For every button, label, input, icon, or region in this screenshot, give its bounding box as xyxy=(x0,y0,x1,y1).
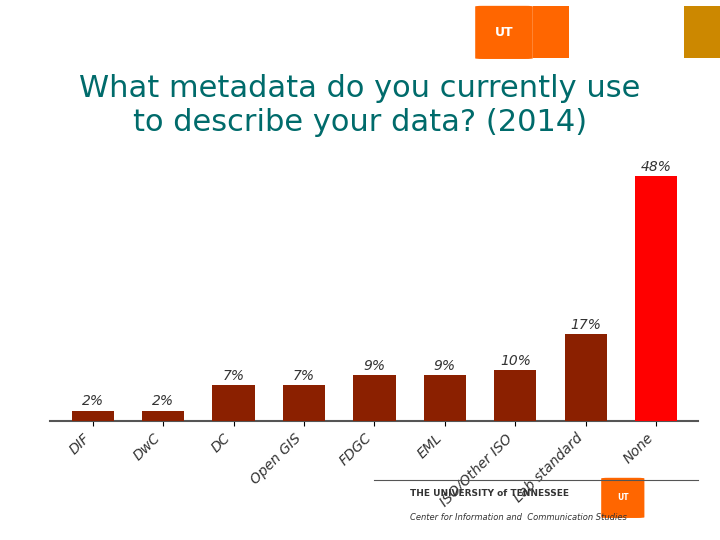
Text: 48%: 48% xyxy=(641,160,672,173)
Bar xyxy=(212,386,255,421)
Bar xyxy=(354,375,395,421)
Text: Center for Information and  Communication Studies: Center for Information and Communication… xyxy=(410,513,627,522)
Text: 10%: 10% xyxy=(500,354,531,368)
Text: 2%: 2% xyxy=(152,394,174,408)
Text: 9%: 9% xyxy=(434,359,456,373)
FancyBboxPatch shape xyxy=(533,6,569,58)
FancyBboxPatch shape xyxy=(684,6,720,58)
Text: THE UNIVERSITY of TENNESSEE: THE UNIVERSITY of TENNESSEE xyxy=(410,489,570,498)
Text: UT: UT xyxy=(617,494,629,502)
Text: 2%: 2% xyxy=(81,394,104,408)
Bar xyxy=(635,176,678,421)
Text: KNOXVILLE: KNOXVILLE xyxy=(36,44,90,53)
Text: 9%: 9% xyxy=(364,359,385,373)
FancyBboxPatch shape xyxy=(475,6,533,59)
Text: 7%: 7% xyxy=(293,369,315,383)
Bar xyxy=(564,334,607,421)
Text: UT: UT xyxy=(495,26,513,39)
Text: What metadata do you currently use
to describe your data? (2014): What metadata do you currently use to de… xyxy=(79,74,641,137)
Bar xyxy=(494,370,536,421)
Bar xyxy=(71,411,114,421)
Bar xyxy=(142,411,184,421)
Bar xyxy=(283,386,325,421)
Bar xyxy=(423,375,466,421)
Text: THE UNIVERSITY of TENNESSEE: THE UNIVERSITY of TENNESSEE xyxy=(36,16,256,29)
Text: 7%: 7% xyxy=(222,369,245,383)
FancyBboxPatch shape xyxy=(601,478,644,518)
Text: 17%: 17% xyxy=(570,318,601,332)
